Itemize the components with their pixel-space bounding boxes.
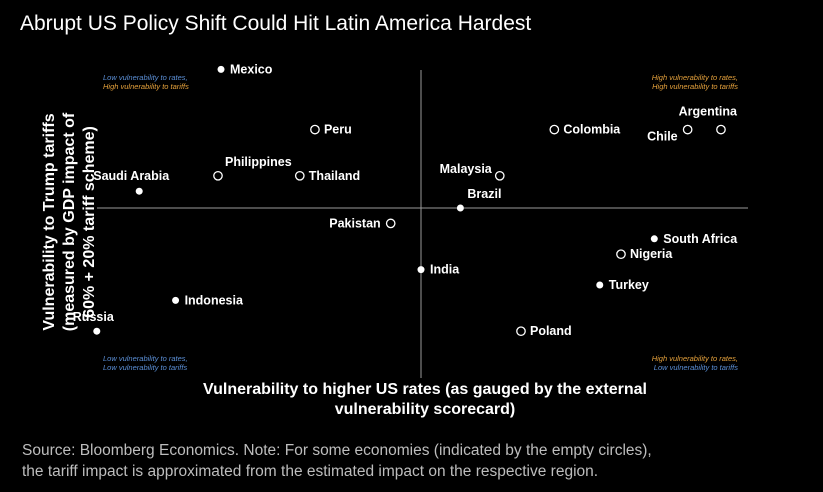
x-axis-label-line2: vulnerability scorecard) [334, 401, 516, 418]
point-poland [516, 326, 526, 337]
point-label-india: India [430, 263, 460, 277]
point-label-malaysia: Malaysia [440, 162, 493, 176]
point-label-argentina: Argentina [679, 105, 738, 119]
quadrant-top-left: Low vulnerability to rates, High vulnera… [103, 73, 189, 91]
point-label-brazil: Brazil [467, 187, 501, 201]
point-label-chile: Chile [647, 130, 678, 144]
point-label-philippines: Philippines [225, 155, 292, 169]
point-label-south-africa: South Africa [663, 232, 738, 246]
footer-line2: the tariff impact is approximated from t… [22, 463, 599, 480]
point-thailand [294, 170, 305, 181]
quadrant-bottom-right-line1: High vulnerability to rates, [652, 354, 738, 363]
quadrant-bottom-right: High vulnerability to rates, Low vulnera… [652, 354, 739, 372]
point-label-mexico: Mexico [230, 62, 273, 76]
quadrant-top-left-line2: High vulnerability to tariffs [103, 82, 189, 91]
point-south-africa [650, 235, 658, 243]
point-pakistan [385, 218, 396, 229]
point-indonesia [172, 296, 180, 304]
quadrant-bottom-left-line1: Low vulnerability to rates, [103, 354, 188, 363]
point-label-saudi-arabia: Saudi Arabia [93, 169, 170, 183]
point-label-pakistan: Pakistan [329, 216, 380, 230]
quadrant-bottom-left: Low vulnerability to rates, Low vulnerab… [103, 354, 188, 372]
point-argentina [716, 124, 726, 135]
point-label-turkey: Turkey [609, 278, 649, 292]
footer-note: Source: Bloomberg Economics. Note: For s… [22, 440, 812, 482]
point-turkey [596, 281, 604, 289]
point-brazil [456, 204, 464, 212]
point-label-indonesia: Indonesia [185, 293, 244, 307]
y-axis-label-line1: Vulnerability to Trump tariffs [41, 113, 58, 330]
point-saudi-arabia [135, 187, 143, 195]
quadrant-bottom-right-line2: Low vulnerability to tariffs [654, 363, 738, 372]
point-philippines [213, 170, 223, 181]
point-malaysia [494, 170, 505, 181]
footer-line1: Source: Bloomberg Economics. Note: For s… [22, 442, 652, 459]
quadrant-bottom-left-line2: Low vulnerability to tariffs [103, 363, 187, 372]
point-mexico [217, 65, 225, 73]
y-axis-label-line3: 60% + 20% tariff scheme) [81, 126, 98, 318]
x-axis-label: Vulnerability to higher US rates (as gau… [100, 380, 750, 420]
point-label-poland: Poland [530, 324, 572, 338]
point-chile [682, 124, 693, 135]
point-india [417, 266, 425, 274]
point-label-peru: Peru [324, 123, 352, 137]
point-russia [93, 327, 101, 335]
scatter-chart: Low vulnerability to rates, High vulnera… [41, 62, 748, 378]
point-label-colombia: Colombia [563, 123, 621, 137]
y-axis-label: Vulnerability to Trump tariffs (measured… [41, 112, 98, 331]
y-axis-label-line2: (measured by GDP impact of [61, 112, 78, 331]
x-axis-label-line1: Vulnerability to higher US rates (as gau… [203, 381, 647, 398]
quadrant-top-right: High vulnerability to rates, High vulner… [652, 73, 739, 91]
point-nigeria [616, 249, 626, 260]
point-colombia [549, 124, 560, 135]
point-peru [310, 124, 320, 135]
quadrant-top-left-line1: Low vulnerability to rates, [103, 73, 188, 82]
point-label-russia: Russia [73, 310, 115, 324]
point-label-thailand: Thailand [309, 169, 360, 183]
point-label-nigeria: Nigeria [630, 247, 673, 261]
quadrant-top-right-line2: High vulnerability to tariffs [652, 82, 738, 91]
chart-title: Abrupt US Policy Shift Could Hit Latin A… [20, 12, 532, 35]
quadrant-top-right-line1: High vulnerability to rates, [652, 73, 738, 82]
